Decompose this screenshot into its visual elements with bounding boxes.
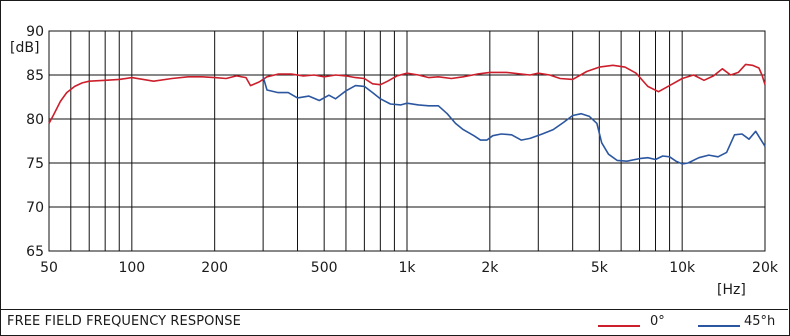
legend-label-45deg: 45°h: [744, 314, 776, 329]
y-tick-label: 75: [26, 156, 44, 172]
legend-swatch-45deg: [698, 325, 740, 327]
y-tick-label: 90: [26, 24, 44, 40]
y-tick-label: 85: [26, 68, 44, 84]
series-line-0: [48, 63, 766, 124]
series-line-1: [262, 76, 766, 165]
x-tick-label: 2k: [481, 260, 499, 276]
x-tick-label: 50: [40, 260, 58, 276]
legend-label-0deg: 0°: [650, 314, 665, 329]
y-tick-label: 65: [26, 244, 44, 260]
x-tick-label: 1k: [398, 260, 416, 276]
x-tick-label: 200: [201, 260, 228, 276]
plot-area: [48, 30, 766, 252]
x-tick-label: 20k: [752, 260, 779, 276]
y-tick-label: 80: [26, 112, 44, 128]
x-tick-label: 500: [311, 260, 338, 276]
x-tick-label: 5k: [591, 260, 609, 276]
y-axis-label: [dB]: [10, 40, 39, 56]
x-tick-label: 10k: [669, 260, 696, 276]
chart-title: FREE FIELD FREQUENCY RESPONSE: [7, 314, 241, 329]
x-axis-label: [Hz]: [717, 282, 746, 298]
footer-divider: [0, 309, 788, 310]
x-tick-label: 100: [118, 260, 145, 276]
y-tick-label: 70: [26, 200, 44, 216]
legend-swatch-0deg: [598, 325, 640, 327]
